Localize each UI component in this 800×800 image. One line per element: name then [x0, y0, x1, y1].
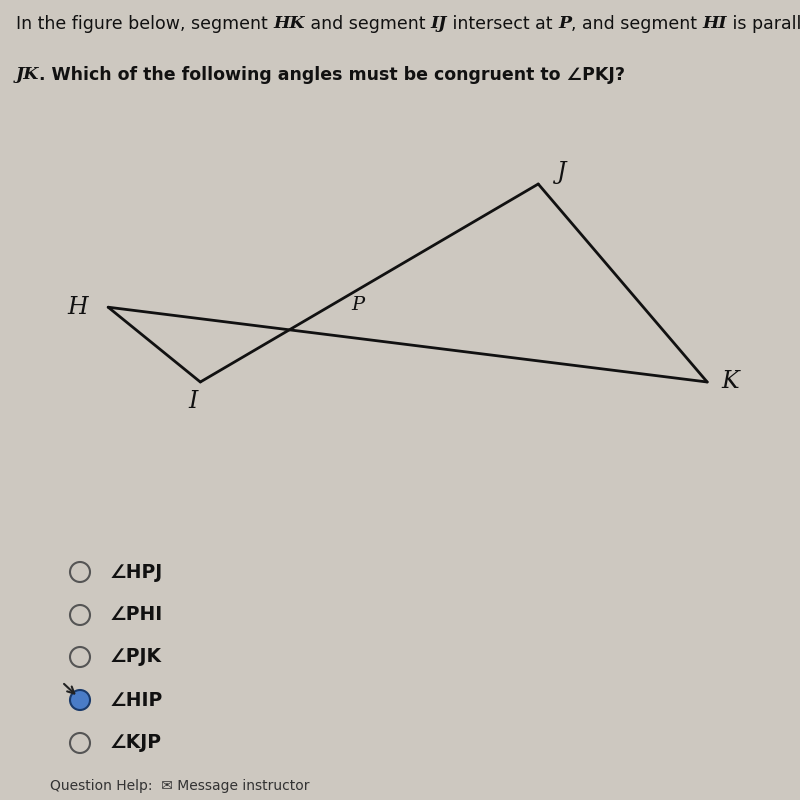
Text: ∠HIP: ∠HIP	[110, 690, 163, 710]
Text: J: J	[557, 162, 566, 185]
Text: P: P	[558, 15, 571, 33]
Text: ∠PHI: ∠PHI	[110, 606, 163, 625]
Text: I: I	[188, 390, 198, 414]
Text: , and segment: , and segment	[571, 15, 702, 33]
Text: JK: JK	[16, 66, 39, 83]
Text: ∠PJK: ∠PJK	[110, 647, 162, 666]
Text: IJ: IJ	[430, 15, 447, 33]
Text: H: H	[67, 296, 88, 318]
Text: K: K	[722, 370, 739, 394]
Text: is parallel to: is parallel to	[727, 15, 800, 33]
Text: HI: HI	[702, 15, 727, 33]
Text: ∠HPJ: ∠HPJ	[110, 562, 163, 582]
Text: HK: HK	[274, 15, 305, 33]
Text: intersect at: intersect at	[447, 15, 558, 33]
Text: In the figure below, segment: In the figure below, segment	[16, 15, 274, 33]
Text: and segment: and segment	[305, 15, 430, 33]
Text: P: P	[351, 296, 364, 314]
Circle shape	[70, 690, 90, 710]
Text: Question Help:  ✉ Message instructor: Question Help: ✉ Message instructor	[50, 779, 310, 793]
Text: . Which of the following angles must be congruent to ∠PKJ?: . Which of the following angles must be …	[39, 66, 626, 84]
Text: ∠KJP: ∠KJP	[110, 734, 162, 753]
